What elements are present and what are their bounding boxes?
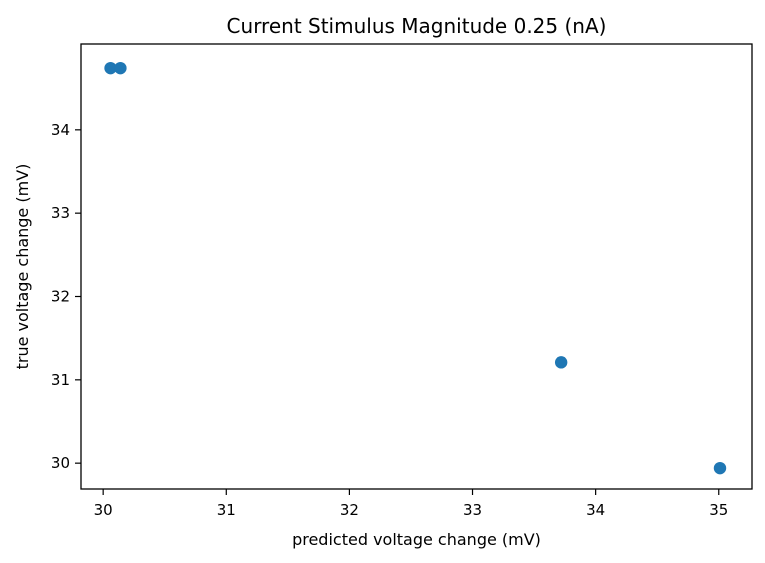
chart-title: Current Stimulus Magnitude 0.25 (nA) xyxy=(227,14,607,38)
x-tick-label: 34 xyxy=(586,501,605,519)
y-tick-label: 30 xyxy=(51,454,70,472)
y-tick-label: 31 xyxy=(51,371,70,389)
x-tick-label: 30 xyxy=(94,501,113,519)
x-axis-label: predicted voltage change (mV) xyxy=(292,530,541,549)
scatter-point xyxy=(554,356,568,369)
x-tick-label: 35 xyxy=(709,501,728,519)
y-tick-label: 34 xyxy=(51,121,70,139)
y-tick-label: 33 xyxy=(51,204,70,222)
scatter-point xyxy=(114,61,127,75)
y-axis: 30 31 32 33 34 xyxy=(51,121,81,472)
scatter-point xyxy=(104,61,117,75)
y-axis-label: true voltage change (mV) xyxy=(13,164,32,370)
x-tick-label: 32 xyxy=(340,501,359,519)
x-tick-label: 31 xyxy=(217,501,236,519)
scatter-point xyxy=(713,461,727,475)
x-axis: 30 31 32 33 34 35 xyxy=(94,489,728,519)
x-tick-label: 33 xyxy=(463,501,482,519)
data-points xyxy=(104,61,727,475)
y-tick-label: 32 xyxy=(51,288,70,306)
plot-frame xyxy=(80,43,753,490)
